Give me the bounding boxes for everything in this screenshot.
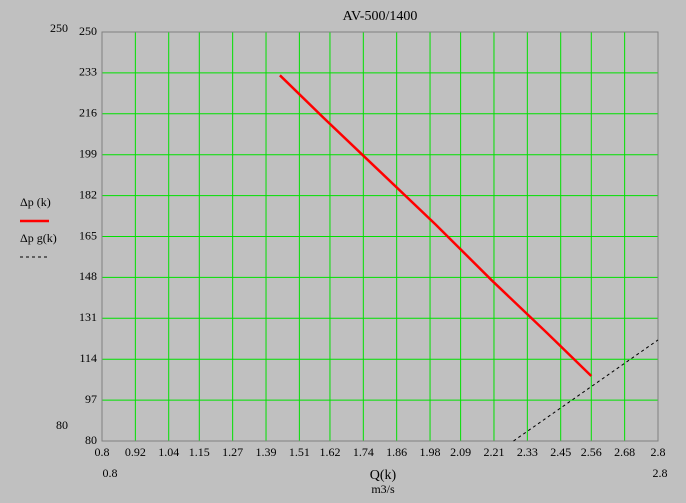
data-line bbox=[279, 74, 593, 377]
x-tick-label: 1.39 bbox=[256, 445, 277, 459]
x-tick-label: 0.8 bbox=[95, 445, 110, 459]
x-tick-label: 1.74 bbox=[353, 445, 374, 459]
data-line bbox=[513, 339, 659, 442]
y-tick-label: 114 bbox=[79, 351, 97, 365]
x-max-label: 2.8 bbox=[653, 466, 668, 480]
x-axis-label: Q(k) bbox=[370, 468, 397, 483]
x-tick-label: 1.27 bbox=[222, 445, 243, 459]
x-tick-label: 2.21 bbox=[483, 445, 504, 459]
x-tick-label: 1.98 bbox=[420, 445, 441, 459]
legend-label: Δp g(k) bbox=[20, 231, 57, 245]
x-tick-label: 2.45 bbox=[550, 445, 571, 459]
x-axis-units: m3/s bbox=[371, 482, 395, 496]
y-tick-label: 165 bbox=[79, 228, 97, 242]
x-tick-label: 1.15 bbox=[189, 445, 210, 459]
x-tick-label: 2.33 bbox=[517, 445, 538, 459]
chart-title: AV-500/1400 bbox=[343, 9, 418, 24]
y-tick-label: 216 bbox=[79, 106, 97, 120]
y-tick-label: 250 bbox=[79, 24, 97, 38]
y-tick-label: 131 bbox=[79, 310, 97, 324]
y-min-label: 80 bbox=[56, 418, 68, 432]
x-tick-label: 1.04 bbox=[158, 445, 179, 459]
y-max-label: 250 bbox=[50, 21, 68, 35]
x-tick-label: 0.92 bbox=[125, 445, 146, 459]
y-tick-label: 148 bbox=[79, 269, 97, 283]
x-tick-label: 2.09 bbox=[450, 445, 471, 459]
x-tick-label: 1.62 bbox=[319, 445, 340, 459]
y-tick-label: 97 bbox=[85, 392, 97, 406]
plot-border bbox=[101, 31, 659, 442]
y-tick-label: 80 bbox=[85, 433, 97, 447]
y-tick-label: 199 bbox=[79, 146, 97, 160]
y-tick-label: 233 bbox=[79, 65, 97, 79]
y-tick-label: 182 bbox=[79, 187, 97, 201]
x-tick-label: 2.56 bbox=[581, 445, 602, 459]
x-min-label: 0.8 bbox=[103, 466, 118, 480]
x-tick-label: 2.68 bbox=[614, 445, 635, 459]
x-tick-label: 1.86 bbox=[386, 445, 407, 459]
x-tick-label: 2.8 bbox=[651, 445, 666, 459]
x-tick-label: 1.51 bbox=[289, 445, 310, 459]
legend-label: Δp (k) bbox=[20, 195, 51, 209]
